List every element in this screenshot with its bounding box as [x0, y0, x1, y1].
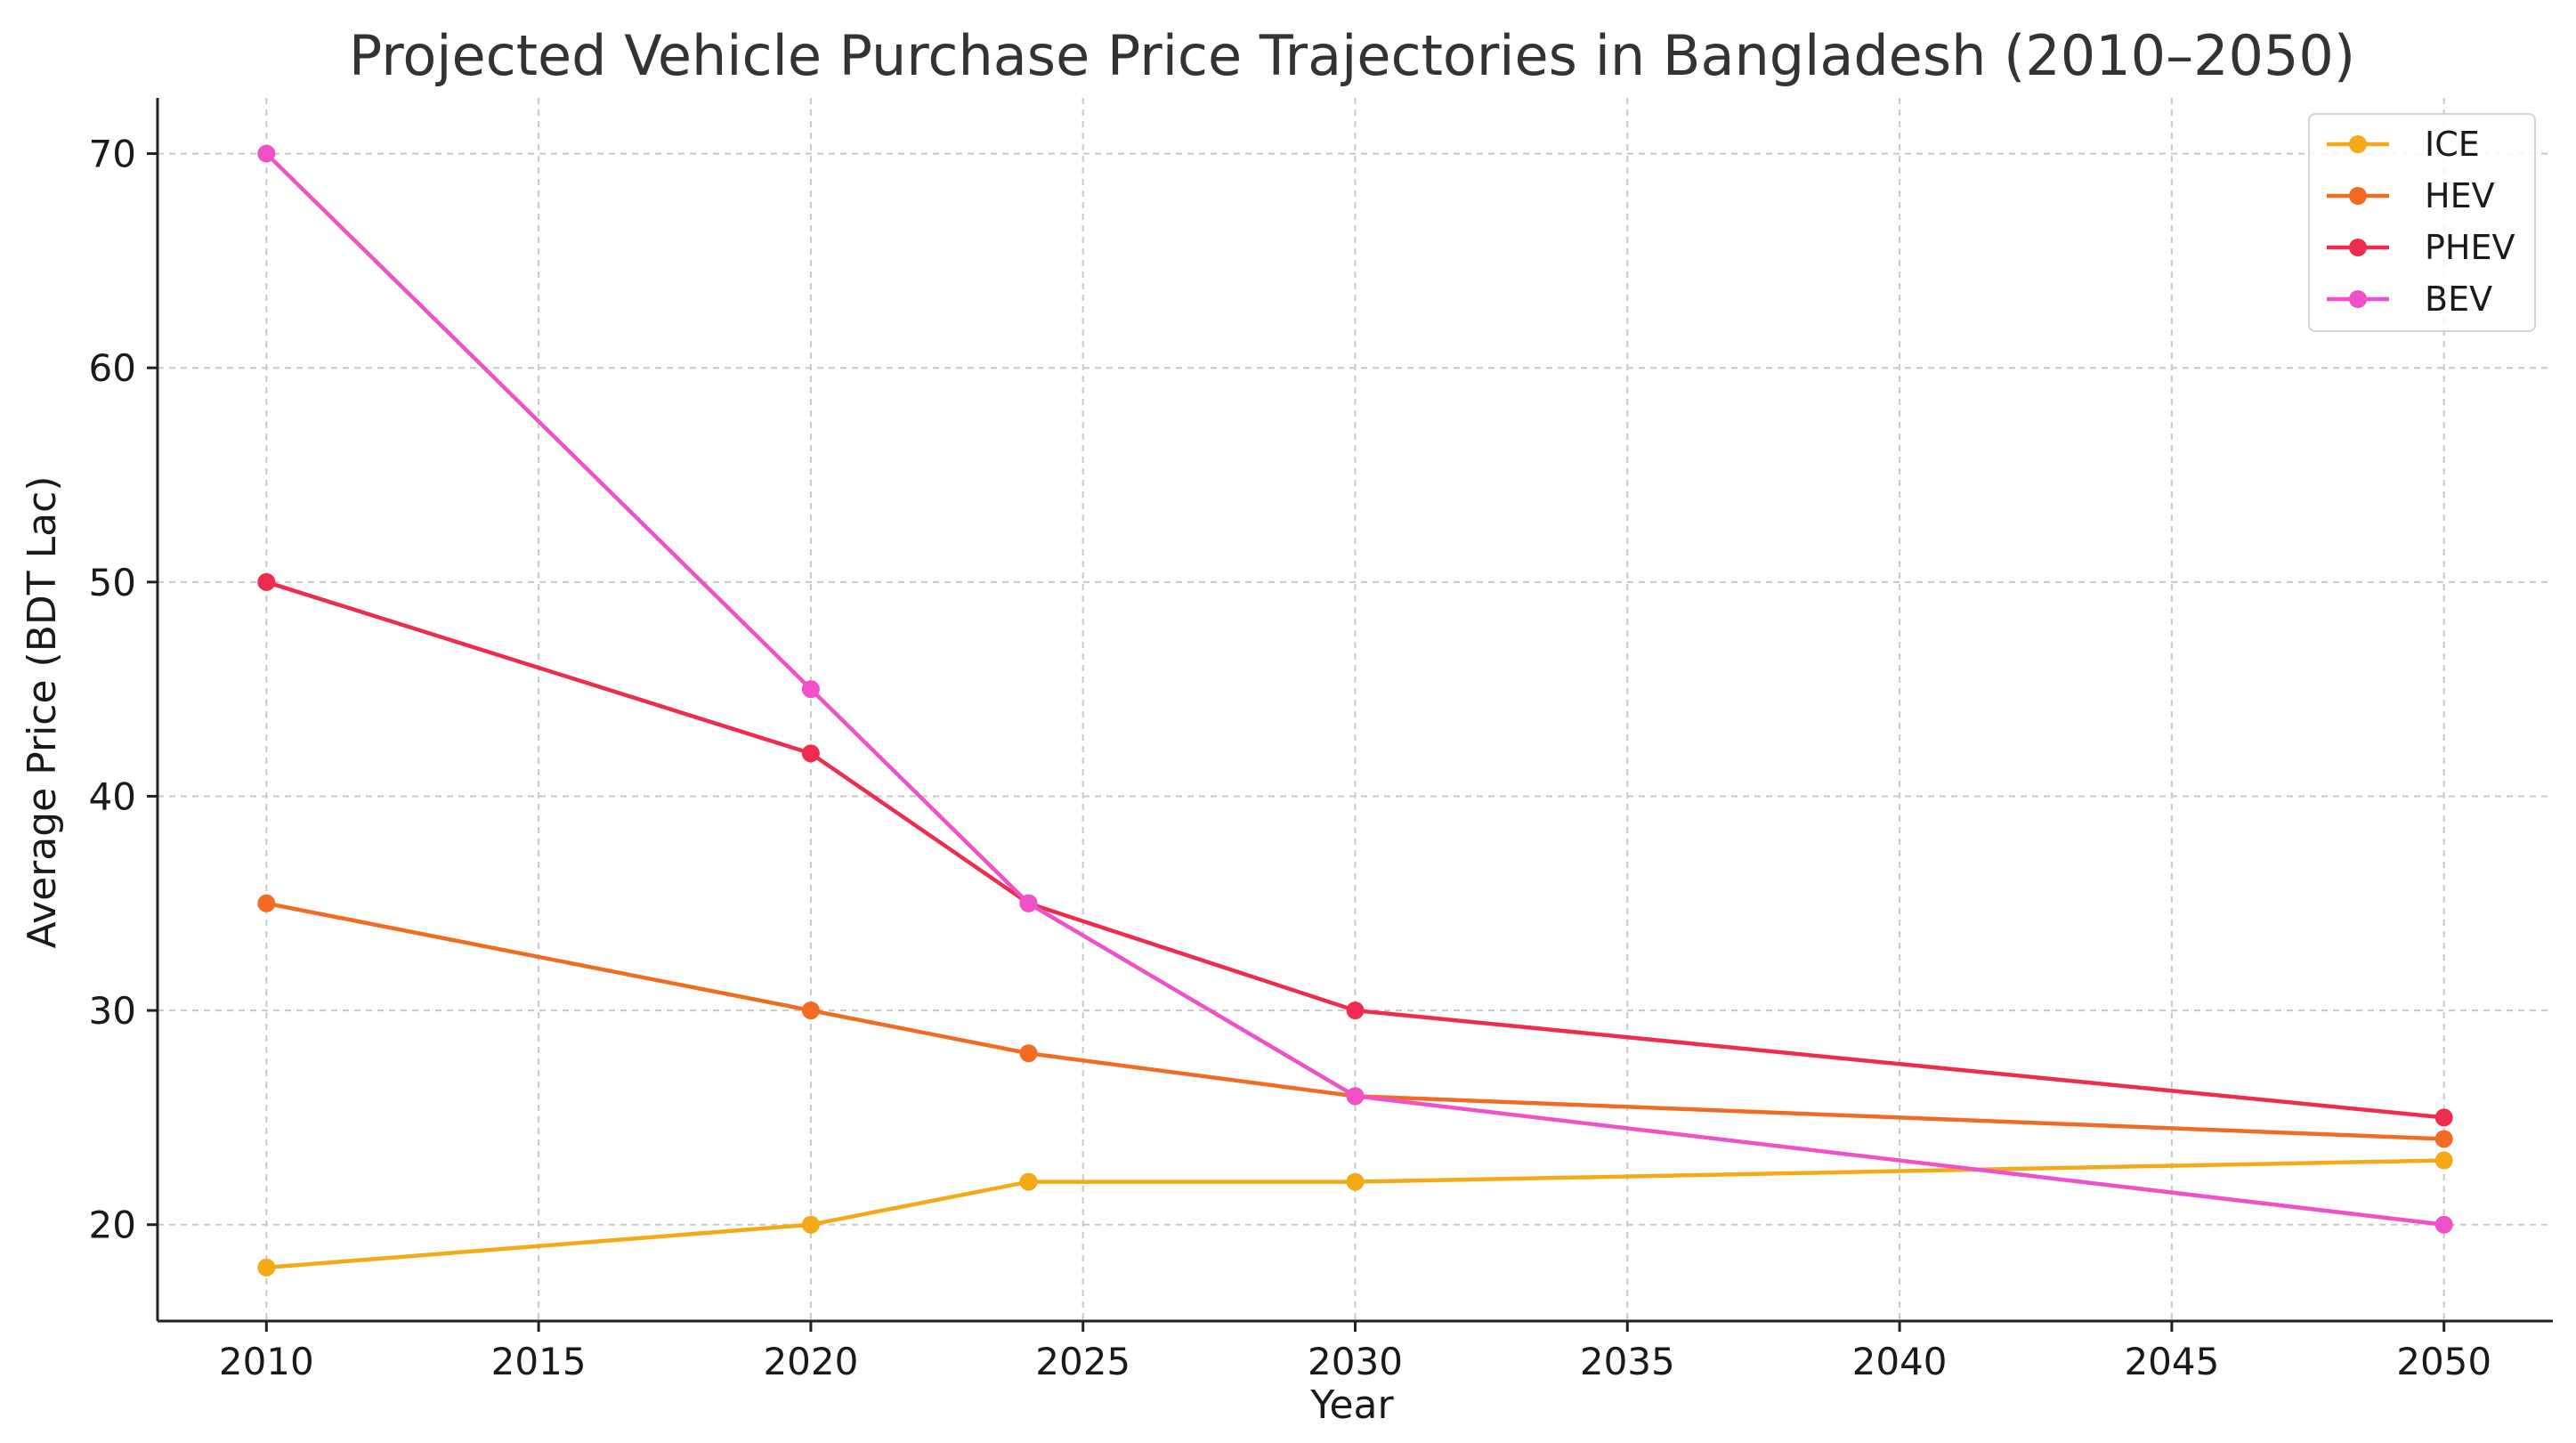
- grid: [158, 98, 2553, 1321]
- x-tick-label: 2035: [1580, 1340, 1675, 1383]
- y-tick-label: 20: [89, 1204, 136, 1247]
- x-tick-label: 2040: [1852, 1340, 1948, 1383]
- data-point-phev: [801, 744, 820, 763]
- legend: ICE HEV PHEV BEV: [2308, 113, 2536, 332]
- legend-marker-phev: [2349, 239, 2367, 256]
- legend-label-ice: ICE: [2425, 125, 2480, 164]
- data-point-ice: [801, 1215, 820, 1234]
- y-tick-label: 50: [89, 561, 136, 604]
- legend-item-phev: PHEV: [2327, 228, 2515, 267]
- legend-label-hev: HEV: [2425, 176, 2495, 215]
- data-point-phev: [1346, 1001, 1365, 1020]
- y-tick-label: 70: [89, 133, 136, 176]
- x-tick-label: 2030: [1308, 1340, 1403, 1383]
- data-point-bev: [1346, 1087, 1365, 1106]
- x-tick-label: 2010: [219, 1340, 314, 1383]
- y-tick-label: 60: [89, 346, 136, 390]
- x-tick-label: 2025: [1035, 1340, 1130, 1383]
- data-point-bev: [257, 144, 276, 163]
- data-point-bev: [801, 680, 820, 699]
- data-point-phev: [2434, 1108, 2453, 1127]
- series-ice: [257, 1151, 2453, 1277]
- x-axis-label: Year: [1309, 1382, 1394, 1428]
- legend-item-hev: HEV: [2327, 176, 2495, 215]
- data-point-hev: [2434, 1130, 2453, 1148]
- y-tick-label: 30: [89, 989, 136, 1033]
- data-point-hev: [801, 1001, 820, 1020]
- data-point-ice: [257, 1258, 276, 1277]
- legend-item-ice: ICE: [2327, 125, 2480, 164]
- x-tick-label: 2045: [2124, 1340, 2219, 1383]
- legend-label-bev: BEV: [2425, 280, 2492, 319]
- legend-box: [2308, 113, 2536, 332]
- series-lines: [257, 144, 2453, 1277]
- series-hev: [257, 894, 2453, 1148]
- data-point-hev: [1019, 1044, 1038, 1063]
- legend-item-bev: BEV: [2327, 280, 2492, 319]
- data-point-phev: [257, 572, 276, 591]
- data-point-bev: [2434, 1215, 2453, 1234]
- x-tick-label: 2015: [491, 1340, 587, 1383]
- legend-marker-ice: [2349, 135, 2367, 153]
- data-point-ice: [1019, 1172, 1038, 1191]
- legend-label-phev: PHEV: [2425, 228, 2515, 267]
- data-point-ice: [2434, 1151, 2453, 1170]
- data-point-hev: [257, 894, 276, 912]
- legend-marker-bev: [2349, 290, 2367, 308]
- axes: [147, 98, 2553, 1332]
- data-point-bev: [1019, 894, 1038, 912]
- series-bev: [257, 144, 2453, 1234]
- chart-title: Projected Vehicle Purchase Price Traject…: [349, 23, 2355, 88]
- x-tick-label: 2020: [763, 1340, 858, 1383]
- data-point-ice: [1346, 1172, 1365, 1191]
- x-tick-label: 2050: [2396, 1340, 2491, 1383]
- y-tick-label: 40: [89, 774, 136, 818]
- tick-labels: 2010 2015 2020 2025 2030 2035 2040 2045 20502030…: [89, 133, 2492, 1383]
- y-axis-label: Average Price (BDT Lac): [20, 476, 65, 949]
- legend-marker-hev: [2349, 187, 2367, 205]
